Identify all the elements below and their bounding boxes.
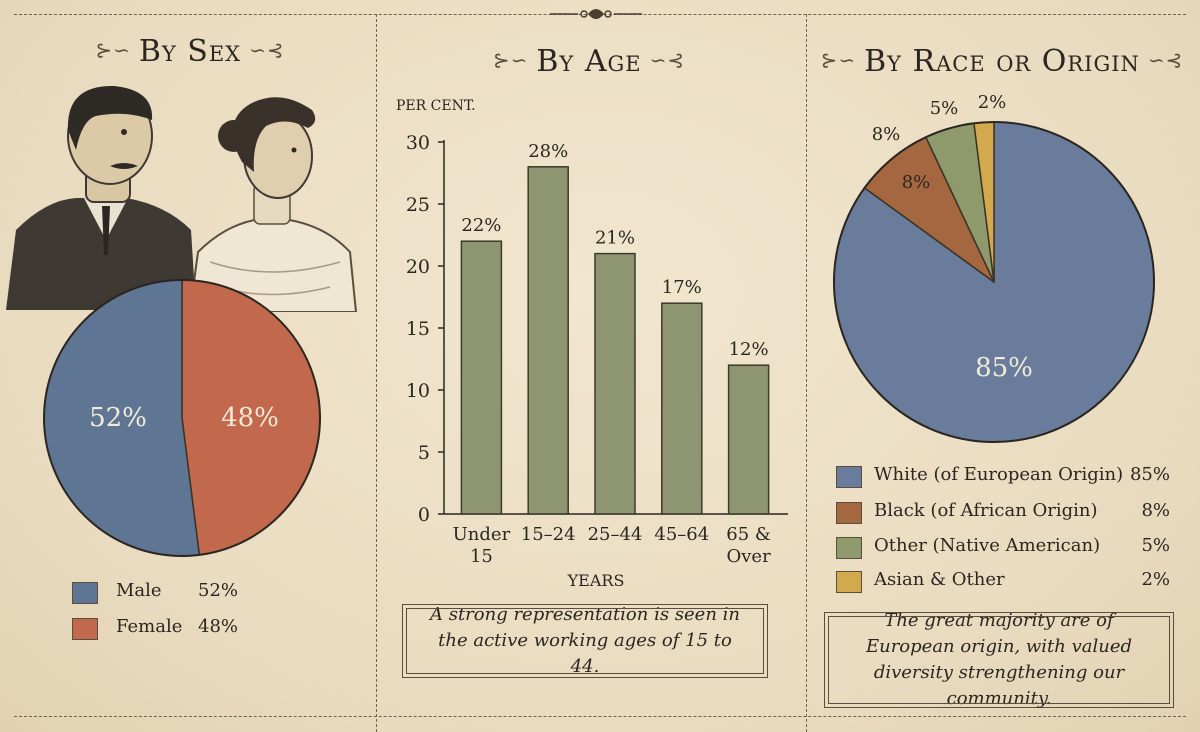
- flourish-left-icon: ⊱∽: [820, 48, 857, 72]
- legend-item-asian: Asian & Other 2%: [836, 569, 1172, 593]
- y-tick-label: 15: [406, 318, 430, 340]
- age-bar: [661, 302, 703, 515]
- bottom-border-rule: [14, 716, 1186, 717]
- race-panel-title: ⊱∽ By Race or Origin ∽⊰: [820, 44, 1184, 79]
- legend-value-female: 48%: [198, 616, 239, 637]
- man-portrait-icon: [6, 85, 196, 310]
- y-axis-ticks: 0 5 10 15 20 25 30: [406, 132, 444, 526]
- female-slice-label: 48%: [221, 403, 279, 433]
- legend-value-black: 8%: [1141, 500, 1170, 521]
- legend-label-female: Female: [116, 616, 183, 637]
- top-ornament-icon: [550, 9, 642, 19]
- white-slice-label: 85%: [975, 353, 1033, 383]
- y-tick-label: 0: [418, 504, 430, 526]
- legend-item-native: Other (Native American) 5%: [836, 535, 1172, 559]
- age-note-text: A strong representation is seen in the a…: [429, 604, 741, 677]
- native-outside-label: 5%: [930, 98, 959, 119]
- flourish-left-icon: ⊱∽: [492, 48, 529, 72]
- legend-item-black: Black (of African Origin) 8%: [836, 500, 1172, 524]
- flourish-right-icon: ∽⊰: [249, 38, 285, 62]
- x-axis-title: YEARS: [567, 571, 625, 590]
- age-bar: [727, 364, 770, 515]
- race-legend: White (of European Origin) 85% Black (of…: [836, 464, 1172, 594]
- y-tick-label: 30: [406, 132, 430, 154]
- sex-legend: Male 52% Female 48%: [72, 580, 272, 650]
- bar-value-label: 17%: [662, 277, 702, 298]
- age-note-box: A strong representation is seen in the a…: [402, 604, 768, 678]
- black-slice-label: 8%: [902, 172, 931, 193]
- y-tick-label: 20: [406, 256, 430, 278]
- y-axis-title: PER CENT.: [396, 98, 476, 114]
- x-category-label: 65 &: [726, 524, 771, 545]
- black-outside-label: 8%: [872, 124, 901, 145]
- legend-item-white: White (of European Origin) 85%: [836, 464, 1172, 488]
- male-slice-label: 52%: [89, 403, 147, 433]
- pie-outline: [43, 279, 321, 557]
- legend-label-asian: Asian & Other: [874, 569, 1005, 590]
- divider-right: [806, 14, 807, 732]
- x-category-label: Under: [453, 524, 511, 545]
- black-swatch: [836, 502, 862, 524]
- x-category-label: 15: [470, 546, 493, 567]
- y-tick-label: 25: [406, 194, 430, 216]
- race-pie-slices: [833, 121, 1155, 443]
- legend-label-black: Black (of African Origin): [874, 500, 1098, 521]
- x-category-label: 15–24: [521, 524, 576, 545]
- age-bar: [594, 252, 636, 515]
- race-note-text: The great majority are of European origi…: [865, 610, 1133, 709]
- x-category-label: Over: [727, 546, 772, 567]
- legend-value-white: 85%: [1129, 464, 1170, 485]
- age-bars: 22% 28% 21% 17% 12%: [460, 141, 770, 515]
- sex-pie-chart: 52% 48%: [43, 279, 321, 557]
- x-category-label: 25–44: [588, 524, 643, 545]
- flourish-right-icon: ∽⊰: [649, 48, 686, 72]
- pie-outline: [833, 121, 1155, 443]
- asian-outside-label: 2%: [978, 92, 1007, 113]
- age-bar-chart: PER CENT. 0 5 10 15 20 25 30 22% 28% 21% 17% 12% U…: [396, 98, 788, 590]
- flourish-right-icon: ∽⊰: [1147, 48, 1184, 72]
- female-swatch: [72, 618, 98, 640]
- race-note-box: The great majority are of European origi…: [824, 610, 1174, 709]
- age-bar: [460, 240, 503, 515]
- flourish-left-icon: ⊱∽: [95, 38, 131, 62]
- white-swatch: [836, 466, 862, 488]
- bar-value-label: 28%: [528, 141, 568, 162]
- legend-value-asian: 2%: [1141, 569, 1170, 590]
- male-swatch: [72, 582, 98, 604]
- asian-swatch: [836, 571, 862, 593]
- race-pie-chart: 85% 8% 8% 5% 2%: [833, 92, 1155, 443]
- y-tick-label: 10: [406, 380, 430, 402]
- age-bar: [527, 166, 569, 515]
- bar-value-label: 12%: [729, 339, 769, 360]
- sex-pie-slices: [43, 279, 321, 557]
- legend-label-male: Male: [116, 580, 162, 601]
- legend-value-native: 5%: [1141, 535, 1170, 556]
- age-panel-title: ⊱∽ By Age ∽⊰: [492, 44, 686, 79]
- legend-label-white: White (of European Origin): [874, 464, 1124, 485]
- divider-left: [376, 14, 377, 732]
- legend-label-native: Other (Native American): [874, 535, 1101, 556]
- sex-panel-title: ⊱∽ By Sex ∽⊰: [95, 34, 285, 69]
- x-category-label: 45–64: [654, 524, 709, 545]
- bar-value-label: 22%: [461, 215, 501, 236]
- y-tick-label: 5: [418, 442, 430, 464]
- bar-value-label: 21%: [595, 228, 635, 249]
- native-swatch: [836, 537, 862, 559]
- legend-value-male: 52%: [198, 580, 239, 601]
